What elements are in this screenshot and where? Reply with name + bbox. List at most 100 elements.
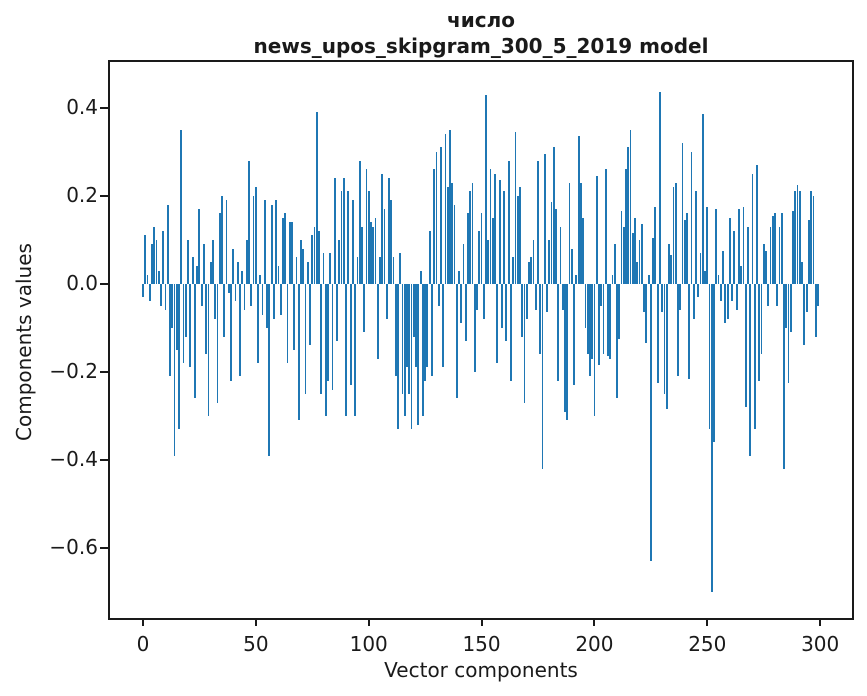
bar <box>814 283 817 337</box>
bar <box>634 217 636 284</box>
bar <box>451 182 454 284</box>
bar <box>570 248 573 284</box>
bar <box>735 283 738 311</box>
bar <box>744 283 747 408</box>
bar <box>564 283 566 412</box>
bar <box>406 283 408 368</box>
bar <box>388 178 390 284</box>
bar <box>431 283 433 377</box>
bar <box>173 283 176 456</box>
bar <box>652 237 655 284</box>
bar <box>356 257 359 284</box>
x-tick-label: 50 <box>243 632 269 656</box>
bar <box>392 257 395 284</box>
bar <box>476 283 478 311</box>
bar <box>805 283 808 313</box>
bar <box>719 283 722 302</box>
y-tick-mark <box>100 547 108 549</box>
bar <box>331 283 334 390</box>
bar <box>193 283 196 399</box>
bar <box>620 211 623 284</box>
x-tick-label: 0 <box>136 632 150 656</box>
bar <box>514 132 517 284</box>
bar <box>146 275 149 284</box>
bar <box>697 283 700 298</box>
bar <box>679 283 682 311</box>
bar <box>704 270 706 284</box>
bar <box>221 195 223 284</box>
bar <box>579 182 582 284</box>
bar <box>661 283 664 313</box>
bar <box>419 270 422 284</box>
bar <box>469 191 472 284</box>
bar <box>372 226 375 284</box>
bar <box>494 173 496 284</box>
bar <box>519 187 521 284</box>
bar <box>638 239 641 284</box>
bar <box>503 191 506 284</box>
bar <box>616 283 618 399</box>
bar <box>412 283 415 337</box>
bar <box>234 283 237 302</box>
bar <box>428 231 431 284</box>
y-tick-label: −0.4 <box>49 446 98 471</box>
bar <box>433 169 436 284</box>
bar <box>284 213 287 284</box>
bar <box>715 209 718 284</box>
bar <box>663 283 666 394</box>
bar <box>270 204 273 284</box>
bar <box>701 114 704 284</box>
bar <box>812 195 815 284</box>
bar <box>760 283 763 355</box>
bar <box>622 226 625 284</box>
bar <box>164 283 167 311</box>
x-tick-mark <box>480 618 483 626</box>
bar <box>783 283 785 469</box>
y-tick-mark <box>100 370 108 373</box>
y-tick-label: 0.2 <box>66 182 98 207</box>
bar <box>153 226 156 284</box>
bar <box>798 191 801 284</box>
bar <box>658 92 661 284</box>
bar <box>591 283 594 359</box>
bar <box>776 283 779 306</box>
bar <box>500 283 503 328</box>
bar <box>510 283 512 381</box>
y-tick-label: −0.2 <box>49 358 98 383</box>
bar <box>489 169 492 284</box>
bar <box>268 283 271 456</box>
bar <box>552 147 555 284</box>
bar <box>561 283 564 311</box>
bar <box>796 184 799 284</box>
bar <box>354 283 357 416</box>
bar <box>726 283 729 320</box>
bar <box>225 200 228 284</box>
bar <box>381 173 384 284</box>
bar <box>227 283 230 293</box>
bar <box>383 209 386 284</box>
y-tick-label: 0.0 <box>66 270 98 295</box>
bar <box>688 283 691 379</box>
bar <box>329 253 332 284</box>
bar <box>728 217 731 284</box>
bar <box>516 195 519 284</box>
bar <box>577 136 580 284</box>
bar <box>649 283 652 562</box>
bar <box>252 195 255 284</box>
bar <box>376 283 379 359</box>
bar <box>774 213 776 284</box>
bar <box>403 283 406 416</box>
y-tick-mark <box>100 106 108 109</box>
bar <box>189 283 192 368</box>
bar <box>184 283 187 337</box>
x-tick-mark <box>706 618 709 626</box>
bar <box>345 283 348 416</box>
bar <box>525 283 528 320</box>
bar <box>749 283 752 456</box>
bar <box>286 283 289 364</box>
bar <box>196 266 199 284</box>
bar <box>180 129 183 284</box>
bar <box>607 283 609 357</box>
bar <box>507 160 510 284</box>
bar <box>643 283 645 313</box>
